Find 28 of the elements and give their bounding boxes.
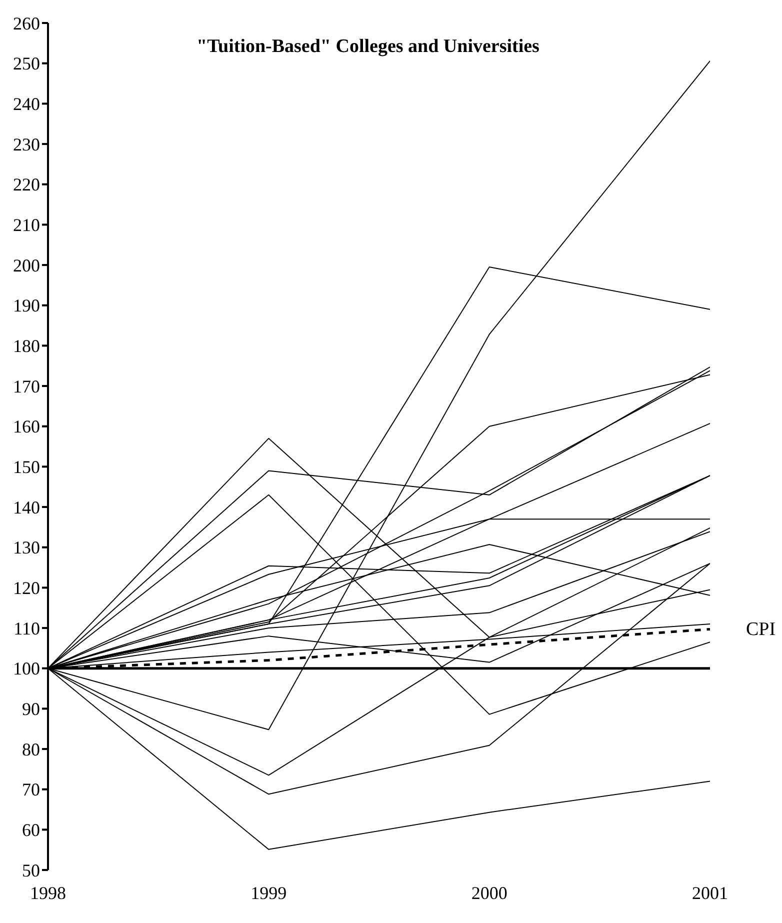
y-tick-label: 230 [13, 134, 40, 154]
y-tick-label: 220 [13, 174, 40, 195]
y-tick-label: 210 [13, 215, 40, 236]
y-tick-label: 80 [22, 739, 40, 760]
y-tick-label: 100 [13, 658, 40, 679]
y-tick-label: 170 [13, 376, 40, 396]
y-tick-label: 200 [13, 255, 40, 276]
y-tick-label: 250 [13, 54, 40, 74]
y-tick-label: 90 [22, 699, 40, 720]
text: "Tuition-Based" Colleges and Universities [196, 36, 540, 58]
y-tick-label: 190 [13, 296, 40, 316]
y-tick-label: 240 [13, 94, 40, 114]
y-tick-label: 110 [14, 618, 40, 638]
series-label: CPI [746, 619, 776, 640]
y-tick-label: 50 [22, 860, 40, 880]
x-tick-label: 2000 [471, 882, 508, 903]
y-tick-label: 130 [13, 538, 40, 558]
x-tick-label: 1999 [250, 882, 287, 903]
y-tick-label: 150 [13, 457, 40, 478]
x-tick-label: 1998 [30, 882, 66, 903]
y-tick-label: 180 [13, 336, 40, 356]
y-tick-label: 140 [13, 497, 40, 518]
y-tick-label: 60 [22, 820, 40, 840]
x-tick-label: 2001 [692, 882, 728, 903]
y-tick-label: 70 [22, 780, 40, 800]
y-tick-label: 260 [13, 13, 40, 34]
y-tick-label: 160 [13, 416, 40, 437]
y-tick-label: 120 [13, 578, 40, 598]
